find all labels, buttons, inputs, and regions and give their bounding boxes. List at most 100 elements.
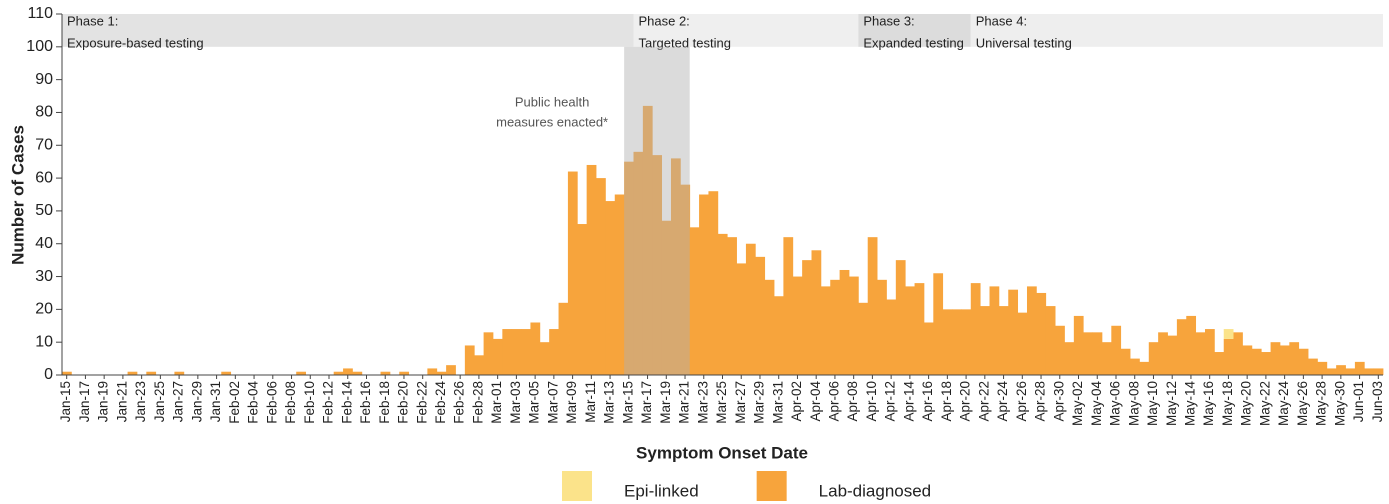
x-tick-label: Feb-10 xyxy=(302,381,317,424)
bar xyxy=(708,191,719,375)
bar xyxy=(680,184,691,375)
x-tick-label: Jan-29 xyxy=(189,381,204,422)
bar xyxy=(1214,352,1225,375)
bar xyxy=(1148,342,1159,375)
x-tick-label: May-30 xyxy=(1332,381,1347,426)
bar xyxy=(689,227,700,375)
y-tick-label: 90 xyxy=(35,71,53,88)
y-tick-label: 40 xyxy=(35,235,53,252)
bar xyxy=(717,233,728,375)
phase-label: Phase 1: xyxy=(67,13,118,28)
legend-swatch xyxy=(756,471,787,501)
bar xyxy=(605,201,616,375)
x-tick-label: May-04 xyxy=(1089,381,1104,427)
bar xyxy=(539,342,550,375)
bar xyxy=(1045,306,1056,375)
x-tick-label: May-20 xyxy=(1239,381,1254,426)
bar xyxy=(624,161,634,375)
bar xyxy=(1055,325,1065,375)
x-tick-label: May-24 xyxy=(1276,381,1291,427)
legend-swatch xyxy=(562,471,592,501)
x-tick-label: Feb-22 xyxy=(414,381,429,424)
x-tick-label: May-26 xyxy=(1295,381,1310,426)
x-tick-label: Mar-29 xyxy=(752,381,767,424)
bar xyxy=(1223,329,1234,339)
bar xyxy=(511,329,522,375)
bar xyxy=(1326,368,1337,375)
bar xyxy=(492,338,503,375)
bar xyxy=(1354,361,1365,375)
y-tick-label: 110 xyxy=(27,5,53,22)
bar xyxy=(830,279,841,375)
bar xyxy=(549,329,559,375)
x-tick-label: May-22 xyxy=(1257,381,1272,426)
bar xyxy=(558,302,569,375)
bar xyxy=(905,286,915,375)
highlight-band xyxy=(624,46,690,376)
x-tick-label: Apr-02 xyxy=(789,381,804,422)
bar xyxy=(446,365,456,375)
y-tick-label: 30 xyxy=(35,268,53,285)
legend-label: Epi-linked xyxy=(624,481,699,500)
bar xyxy=(474,355,484,375)
bar xyxy=(1289,342,1300,375)
bar xyxy=(1336,365,1346,375)
x-tick-label: Feb-20 xyxy=(396,381,411,424)
y-tick-label: 0 xyxy=(44,366,53,383)
bar xyxy=(633,151,644,375)
bar xyxy=(1298,348,1309,375)
x-tick-label: Mar-11 xyxy=(583,381,598,423)
x-tick-label: Feb-06 xyxy=(264,381,279,424)
bar xyxy=(1204,329,1215,375)
bar xyxy=(783,237,794,375)
phase-label: Phase 4: xyxy=(976,13,1027,28)
bar xyxy=(942,309,953,375)
x-tick-label: Feb-02 xyxy=(227,381,242,424)
y-tick-label: 60 xyxy=(35,169,53,186)
bar xyxy=(699,194,709,375)
x-tick-label: Mar-23 xyxy=(695,381,710,424)
bar xyxy=(1233,332,1243,375)
y-tick-label: 20 xyxy=(35,301,53,318)
bar xyxy=(1308,358,1318,375)
bar xyxy=(614,194,625,375)
x-tick-label: Jan-21 xyxy=(114,381,129,422)
x-tick-label: Feb-04 xyxy=(246,381,261,424)
phase-band xyxy=(62,14,634,47)
x-tick-label: Jun-03 xyxy=(1370,381,1385,422)
x-tick-label: Apr-22 xyxy=(976,381,991,422)
phase-description: Universal testing xyxy=(976,35,1072,50)
phase-label: Phase 2: xyxy=(638,13,689,28)
x-axis-title: Symptom Onset Date xyxy=(636,443,808,462)
phase-band xyxy=(633,14,859,47)
x-tick-label: Feb-08 xyxy=(283,381,298,424)
bar xyxy=(1373,368,1384,375)
x-tick-label: Feb-14 xyxy=(339,381,354,424)
bar xyxy=(764,279,775,375)
x-tick-label: Apr-06 xyxy=(826,381,841,422)
bar xyxy=(1176,319,1187,375)
x-tick-label: May-02 xyxy=(1070,381,1085,426)
x-tick-label: Feb-16 xyxy=(358,381,373,424)
bar xyxy=(933,273,944,375)
bar xyxy=(755,256,766,375)
phase-band xyxy=(858,14,971,47)
x-tick-label: Apr-24 xyxy=(995,381,1010,422)
bar xyxy=(923,322,934,375)
bar xyxy=(567,171,578,375)
bar xyxy=(1261,352,1271,375)
y-tick-label: 100 xyxy=(26,38,53,55)
bar xyxy=(1064,342,1075,375)
bar xyxy=(1026,286,1037,375)
bar xyxy=(998,306,1009,375)
bar xyxy=(596,178,606,375)
y-tick-label: 10 xyxy=(35,333,53,350)
bar xyxy=(1120,348,1131,375)
x-tick-label: Mar-31 xyxy=(770,381,785,424)
x-tick-label: Apr-26 xyxy=(1014,381,1029,422)
bar xyxy=(399,371,410,375)
bar xyxy=(380,371,391,375)
bar xyxy=(1101,342,1112,375)
bar xyxy=(521,329,531,375)
bar xyxy=(839,269,850,375)
